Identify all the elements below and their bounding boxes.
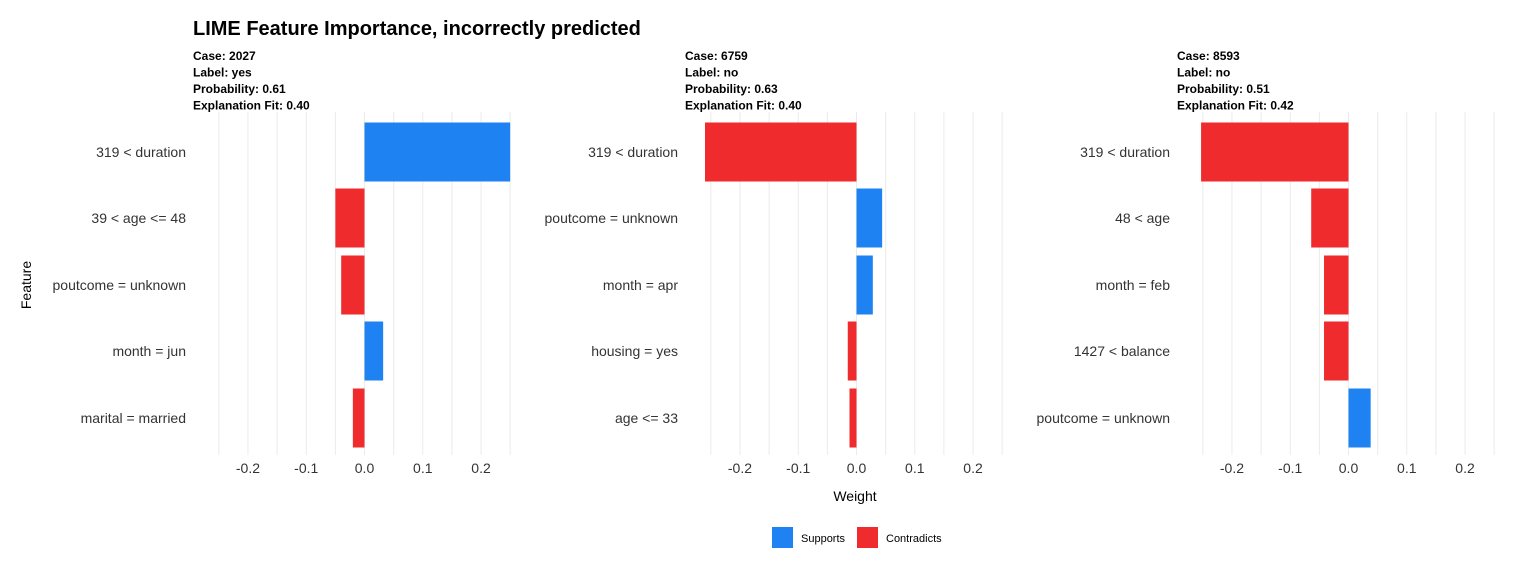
weight-bar [1311, 188, 1349, 248]
chart-title: LIME Feature Importance, incorrectly pre… [193, 18, 641, 40]
facet-panel: Case: 8593 Label: no Probability: 0.51 Expl… [1037, 49, 1495, 476]
y-axis-title: Feature [18, 261, 34, 309]
legend-swatch [772, 527, 793, 548]
feature-label: month = jun [112, 343, 186, 359]
facet-strip-line: Probability: 0.63 [685, 82, 778, 96]
feature-label: 319 < duration [1080, 144, 1170, 160]
feature-label: marital = married [81, 410, 186, 426]
x-tick-label: 0.2 [471, 460, 491, 476]
weight-bar [335, 188, 365, 248]
facets: Case: 2027 Label: yes Probability: 0.61 Exp… [53, 49, 1495, 476]
weight-bar [364, 321, 384, 381]
weight-bar [856, 255, 873, 315]
x-tick-label: 0.1 [413, 460, 433, 476]
x-tick-label: 0.0 [1339, 460, 1359, 476]
feature-label: 48 < age [1115, 210, 1170, 226]
legend-swatch [857, 527, 878, 548]
x-tick-label: 0.0 [355, 460, 375, 476]
feature-label: month = feb [1096, 277, 1171, 293]
x-tick-label: 0.1 [1397, 460, 1417, 476]
feature-label: 319 < duration [96, 144, 186, 160]
x-tick-label: -0.1 [786, 460, 810, 476]
facet-strip-line: Probability: 0.51 [1177, 82, 1270, 96]
weight-bar [364, 122, 511, 182]
facet-strip-line: Case: 8593 [1177, 49, 1240, 63]
feature-label: poutcome = unknown [545, 210, 678, 226]
weight-bar [1324, 321, 1349, 381]
facet-panel: Case: 2027 Label: yes Probability: 0.61 Exp… [53, 49, 511, 476]
x-tick-label: -0.2 [1220, 460, 1244, 476]
facet-strip-line: Explanation Fit: 0.40 [193, 99, 310, 113]
feature-label: poutcome = unknown [53, 277, 186, 293]
weight-bar [847, 321, 857, 381]
weight-bar [1348, 388, 1371, 448]
feature-label: age <= 33 [615, 410, 678, 426]
x-tick-label: -0.2 [728, 460, 752, 476]
feature-label: 319 < duration [588, 144, 678, 160]
x-tick-label: -0.1 [1278, 460, 1302, 476]
weight-bar [341, 255, 365, 315]
x-tick-label: 0.2 [963, 460, 983, 476]
x-axis-title: Weight [833, 488, 876, 504]
legend: Supports Contradicts [772, 527, 942, 548]
facet-strip-line: Label: no [685, 66, 738, 80]
x-tick-label: 0.0 [847, 460, 867, 476]
legend-label: Contradicts [886, 533, 942, 545]
x-tick-label: 0.1 [905, 460, 925, 476]
weight-bar [1201, 122, 1349, 182]
facet-strip-line: Case: 6759 [685, 49, 748, 63]
facet-strip-line: Explanation Fit: 0.42 [1177, 99, 1294, 113]
facet-strip-line: Case: 2027 [193, 49, 256, 63]
facet-strip-line: Explanation Fit: 0.40 [685, 99, 802, 113]
x-tick-label: -0.1 [294, 460, 318, 476]
facet-strip-line: Label: no [1177, 66, 1230, 80]
facet-panel: Case: 6759 Label: no Probability: 0.63 Expl… [545, 49, 1003, 476]
feature-label: 39 < age <= 48 [91, 210, 186, 226]
x-tick-label: 0.2 [1455, 460, 1475, 476]
feature-label: housing = yes [591, 343, 678, 359]
legend-label: Supports [801, 533, 846, 545]
facet-strip-line: Probability: 0.61 [193, 82, 286, 96]
facet-strip-line: Label: yes [193, 66, 252, 80]
weight-bar [849, 388, 857, 448]
weight-bar [856, 188, 883, 248]
weight-bar [352, 388, 365, 448]
feature-label: month = apr [603, 277, 678, 293]
x-tick-label: -0.2 [236, 460, 260, 476]
feature-label: 1427 < balance [1074, 343, 1170, 359]
feature-label: poutcome = unknown [1037, 410, 1170, 426]
weight-bar [705, 122, 857, 182]
weight-bar [1324, 255, 1349, 315]
